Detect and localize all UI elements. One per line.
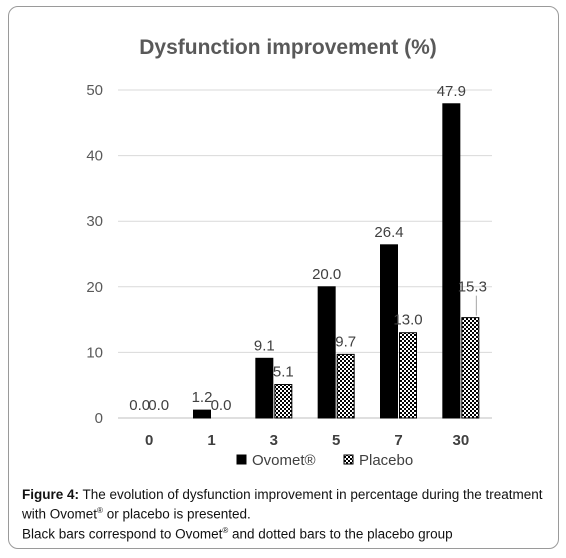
data-label: 0.0 — [129, 397, 150, 414]
chart-frame — [8, 6, 559, 549]
caption-label: Figure 4: — [22, 487, 80, 502]
y-tick-label: 50 — [86, 82, 103, 99]
y-tick-label: 10 — [86, 344, 103, 361]
caption-text: The evolution of dysfunction improvement… — [22, 487, 543, 522]
bar-ovomet — [193, 409, 211, 419]
legend-swatch-placebo — [343, 454, 354, 465]
chart: Dysfunction improvement (%) 01020304050 … — [86, 36, 492, 469]
x-tick-label: 0 — [145, 432, 153, 449]
caption-line-2: Black bars correspond to Ovomet® and dot… — [22, 523, 552, 543]
data-label: 47.9 — [437, 83, 466, 100]
y-tick-label: 0 — [95, 410, 103, 427]
data-label: 0.0 — [211, 397, 232, 414]
caption-text-end: or placebo is presented. — [102, 506, 251, 522]
y-tick-label: 30 — [86, 213, 103, 230]
x-tick-label: 1 — [207, 432, 215, 449]
caption-reg-mark: ® — [97, 506, 103, 515]
data-label: 9.7 — [335, 333, 356, 350]
data-label: 9.1 — [254, 337, 275, 354]
bar-ovomet — [317, 286, 336, 419]
data-label: 0.0 — [148, 397, 169, 414]
legend-swatch-ovomet — [236, 454, 247, 465]
x-tick-label: 5 — [332, 432, 340, 449]
bar-ovomet — [442, 103, 461, 419]
caption-text-3: and dotted bars to the placebo group — [228, 526, 453, 541]
x-tick-label: 3 — [270, 432, 278, 449]
figure-caption: Figure 4: The evolution of dysfunction i… — [22, 487, 552, 542]
caption-reg-mark-2: ® — [222, 525, 229, 535]
bar-placebo — [336, 353, 355, 419]
caption-line-1: Figure 4: The evolution of dysfunction i… — [22, 487, 552, 523]
data-label: 5.1 — [273, 364, 294, 381]
x-tick-label: 30 — [452, 432, 469, 449]
bar-placebo — [461, 317, 480, 419]
y-tick-label: 20 — [86, 279, 103, 296]
data-label: 1.2 — [192, 389, 213, 406]
y-tick-label: 40 — [86, 148, 103, 165]
bar-placebo — [274, 384, 293, 419]
legend-label-ovomet: Ovomet® — [252, 452, 316, 469]
data-label: 20.0 — [312, 266, 341, 283]
x-tick-label: 7 — [394, 432, 402, 449]
bar-placebo — [399, 332, 417, 419]
chart-title: Dysfunction improvement (%) — [139, 36, 437, 59]
legend-label-placebo: Placebo — [359, 452, 413, 469]
bar-ovomet — [255, 357, 274, 419]
data-label: 15.3 — [458, 279, 487, 296]
caption-text-2: Black bars correspond to Ovomet — [22, 526, 223, 541]
bar-ovomet — [380, 244, 398, 419]
data-label: 26.4 — [374, 224, 403, 241]
data-label: 13.0 — [393, 312, 422, 329]
